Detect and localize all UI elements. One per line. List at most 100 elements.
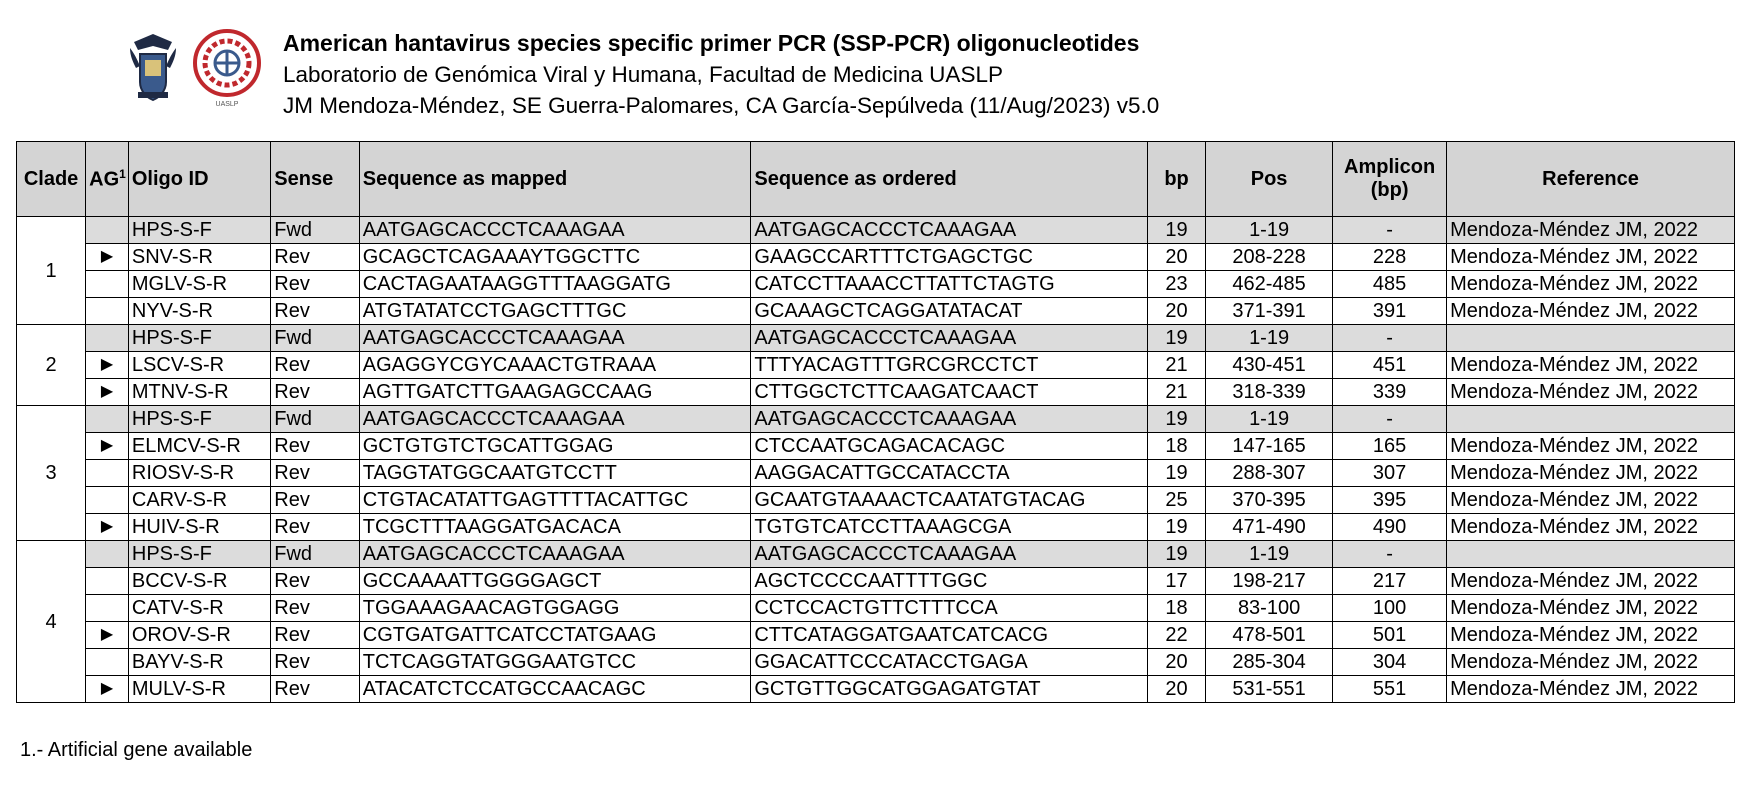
sense-cell: Rev: [270, 378, 360, 406]
pos-cell: 1-19: [1205, 324, 1334, 352]
oligo-id-cell: BCCV-S-R: [127, 567, 272, 595]
table-row: CARV-S-R Rev CTGTACATATTGAGTTTTACATTGC GCAA…: [17, 486, 1735, 514]
reference-cell: Mendoza-Méndez JM, 2022: [1446, 594, 1735, 622]
oligo-id-cell: CATV-S-R: [127, 594, 272, 622]
table-row: ▶ ELMCV-S-R Rev GCTGTGTCTGCATTGGAG CTCCAATGC…: [17, 432, 1735, 460]
pos-cell: 208-228: [1205, 243, 1334, 271]
sense-cell: Rev: [270, 594, 360, 622]
reference-cell: Mendoza-Méndez JM, 2022: [1446, 648, 1735, 676]
ag-marker-cell: ▶: [85, 243, 129, 271]
ag-marker-cell: ▶: [85, 351, 129, 379]
sequence-ordered-cell: CTTGGCTCTTCAAGATCAACT: [750, 378, 1149, 406]
reference-cell: Mendoza-Méndez JM, 2022: [1446, 216, 1735, 244]
sense-cell: Rev: [270, 486, 360, 514]
oligo-id-cell: HPS-S-F: [127, 216, 272, 244]
seal-caption: UASLP: [216, 101, 239, 108]
sequence-mapped-cell: TCTCAGGTATGGGAATGTCC: [358, 648, 752, 676]
col-amplicon-line1: Amplicon: [1344, 156, 1436, 178]
primer-table-body: 1 HPS-S-F Fwd AATGAGCACCCTCAAAGAA AATGAGCACC…: [15, 216, 1735, 703]
sequence-mapped-cell: AGTTGATCTTGAAGAGCCAAG: [358, 378, 752, 406]
sequence-mapped-cell: AATGAGCACCCTCAAAGAA: [358, 540, 752, 568]
bp-cell: 20: [1147, 675, 1207, 703]
pos-cell: 83-100: [1205, 594, 1334, 622]
reference-cell: Mendoza-Méndez JM, 2022: [1446, 351, 1735, 379]
amplicon-cell: 395: [1332, 486, 1448, 514]
sense-cell: Rev: [270, 351, 360, 379]
col-bp: bp: [1147, 141, 1207, 217]
table-row: 4 HPS-S-F Fwd AATGAGCACCCTCAAAGAA AATGAGCACC…: [15, 540, 1735, 703]
reference-cell: Mendoza-Méndez JM, 2022: [1446, 513, 1735, 541]
col-ag: AG1: [85, 141, 129, 217]
table-row: ▶ OROV-S-R Rev CGTGATGATTCATCCTATGAAG CTTCAT…: [17, 621, 1735, 649]
sense-cell: Rev: [270, 243, 360, 271]
sequence-ordered-cell: CATCCTTAAACCTTATTCTAGTG: [750, 270, 1149, 298]
pos-cell: 147-165: [1205, 432, 1334, 460]
amplicon-cell: 165: [1332, 432, 1448, 460]
amplicon-cell: 391: [1332, 297, 1448, 325]
ag-marker-cell: ▶: [85, 432, 129, 460]
reference-cell: Mendoza-Méndez JM, 2022: [1446, 675, 1735, 703]
sense-cell: Rev: [270, 270, 360, 298]
bp-cell: 22: [1147, 621, 1207, 649]
sequence-mapped-cell: TAGGTATGGCAATGTCCTT: [358, 459, 752, 487]
ag-marker-cell: ▶: [85, 513, 129, 541]
oligo-id-cell: HPS-S-F: [127, 324, 272, 352]
amplicon-cell: 217: [1332, 567, 1448, 595]
pos-cell: 1-19: [1205, 216, 1334, 244]
pos-cell: 430-451: [1205, 351, 1334, 379]
oligo-id-cell: OROV-S-R: [127, 621, 272, 649]
reference-cell: [1446, 405, 1735, 433]
reference-cell: Mendoza-Méndez JM, 2022: [1446, 270, 1735, 298]
sequence-ordered-cell: AATGAGCACCCTCAAAGAA: [750, 216, 1149, 244]
ag-marker-cell: [85, 540, 129, 568]
pos-cell: 471-490: [1205, 513, 1334, 541]
amplicon-cell: 501: [1332, 621, 1448, 649]
bp-cell: 20: [1147, 243, 1207, 271]
sense-cell: Rev: [270, 648, 360, 676]
bp-cell: 19: [1147, 513, 1207, 541]
pos-cell: 478-501: [1205, 621, 1334, 649]
faculty-seal-logo: UASLP: [193, 29, 261, 108]
amplicon-cell: -: [1332, 540, 1448, 568]
table-row: BCCV-S-R Rev GCCAAAATTGGGGAGCT AGCTCCCCAATT…: [17, 567, 1735, 595]
amplicon-cell: 307: [1332, 459, 1448, 487]
col-sense: Sense: [270, 141, 360, 217]
oligo-id-cell: SNV-S-R: [127, 243, 272, 271]
sense-cell: Fwd: [270, 324, 360, 352]
sequence-ordered-cell: AAGGACATTGCCATACCTA: [750, 459, 1149, 487]
bp-cell: 21: [1147, 378, 1207, 406]
col-reference: Reference: [1446, 141, 1735, 217]
reference-cell: [1446, 324, 1735, 352]
amplicon-cell: 551: [1332, 675, 1448, 703]
reference-cell: Mendoza-Méndez JM, 2022: [1446, 621, 1735, 649]
pos-cell: 198-217: [1205, 567, 1334, 595]
ag-marker-cell: [85, 297, 129, 325]
ag-marker-cell: [85, 405, 129, 433]
pos-cell: 462-485: [1205, 270, 1334, 298]
sequence-ordered-cell: TGTGTCATCCTTAAAGCGA: [750, 513, 1149, 541]
sequence-ordered-cell: AATGAGCACCCTCAAAGAA: [750, 324, 1149, 352]
amplicon-cell: -: [1332, 216, 1448, 244]
table-row: NYV-S-R Rev ATGTATATCCTGAGCTTTGC GCAAAGCTCA…: [17, 297, 1735, 325]
col-sequence-ordered: Sequence as ordered: [750, 141, 1149, 217]
bp-cell: 20: [1147, 297, 1207, 325]
ag-marker-cell: [85, 216, 129, 244]
bp-cell: 19: [1147, 216, 1207, 244]
reference-cell: Mendoza-Méndez JM, 2022: [1446, 432, 1735, 460]
bp-cell: 23: [1147, 270, 1207, 298]
reference-cell: Mendoza-Méndez JM, 2022: [1446, 378, 1735, 406]
ag-marker-cell: ▶: [85, 378, 129, 406]
pos-cell: 371-391: [1205, 297, 1334, 325]
table-row: CATV-S-R Rev TGGAAAGAACAGTGGAGG CCTCCACTGTT…: [17, 594, 1735, 622]
table-row: ▶ MTNV-S-R Rev AGTTGATCTTGAAGAGCCAAG CTTGGCT…: [17, 378, 1735, 406]
amplicon-cell: -: [1332, 405, 1448, 433]
sense-cell: Fwd: [270, 216, 360, 244]
lab-name: Laboratorio de Genómica Viral y Humana, …: [283, 62, 1003, 87]
oligo-id-cell: MULV-S-R: [127, 675, 272, 703]
sequence-mapped-cell: AGAGGYCGYCAAACTGTRAAA: [358, 351, 752, 379]
sequence-ordered-cell: AATGAGCACCCTCAAAGAA: [750, 540, 1149, 568]
clade-cell: 2: [15, 324, 87, 406]
university-crest-logo: [130, 34, 176, 102]
table-row: MGLV-S-R Rev CACTAGAATAAGGTTTAAGGATG CATCCT…: [17, 270, 1735, 298]
table-row: ▶ HUIV-S-R Rev TCGCTTTAAGGATGACACA TGTGTCATC…: [17, 513, 1735, 541]
